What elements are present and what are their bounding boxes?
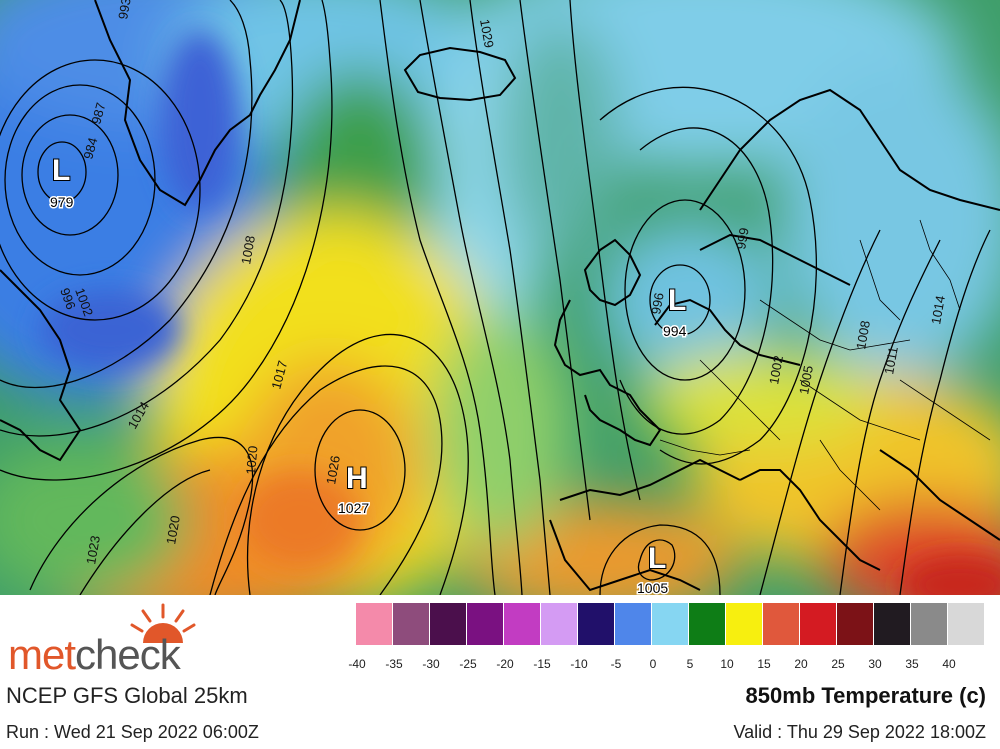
isobar-label: 1020 bbox=[243, 445, 260, 475]
isobar-label: 1029 bbox=[477, 18, 497, 49]
valid-time: Valid : Thu 29 Sep 2022 18:00Z bbox=[733, 722, 986, 742]
isobar-label: 1008 bbox=[238, 234, 258, 265]
pressure-system-symbol: L bbox=[648, 542, 666, 575]
legend-tick-label: -10 bbox=[570, 657, 588, 671]
coastlines bbox=[0, 0, 1000, 592]
pressure-system-value: 979 bbox=[50, 194, 74, 210]
isobar-label: 1026 bbox=[323, 454, 343, 485]
isobar-label: 1002 bbox=[766, 354, 786, 385]
brand-logo: metcheck bbox=[8, 631, 181, 679]
isobar-label: 1014 bbox=[928, 294, 948, 325]
temperature-legend bbox=[356, 603, 985, 645]
isobar-label: 996 bbox=[648, 292, 667, 316]
isobar-label: 1023 bbox=[83, 534, 103, 565]
legend-swatch bbox=[948, 603, 985, 645]
footer: metcheck -40 -35 -30 -25 -20 -15 -10 -5 0 5 10 15 20… bbox=[0, 595, 1000, 749]
country-borders bbox=[659, 219, 991, 511]
isobar-label: 1005 bbox=[796, 364, 816, 395]
legend-tick-label: -20 bbox=[496, 657, 514, 671]
legend-tick-label: 20 bbox=[794, 657, 808, 671]
legend-tick-label: 15 bbox=[757, 657, 771, 671]
legend-tick-label: -5 bbox=[610, 657, 622, 671]
legend-tick-label: 40 bbox=[942, 657, 956, 671]
parameter-title: 850mb Temperature (c) bbox=[745, 683, 986, 708]
pressure-systems: L 979 L 994 H 1027 L 1005 bbox=[49, 153, 689, 595]
legend-swatch bbox=[393, 603, 430, 645]
weather-map: 993 984 987 996 1002 1008 1014 1017 1020… bbox=[0, 0, 1000, 595]
isobar-label: 987 bbox=[88, 101, 108, 126]
legend-tick-label: 10 bbox=[720, 657, 734, 671]
pressure-system-symbol: L bbox=[668, 284, 686, 317]
legend-swatch bbox=[837, 603, 874, 645]
pressure-system-value: 994 bbox=[663, 323, 687, 339]
legend-tick-label: -30 bbox=[422, 657, 440, 671]
pressure-system-symbol: L bbox=[52, 154, 70, 187]
legend-swatch bbox=[430, 603, 467, 645]
legend-tick-label: -40 bbox=[348, 657, 366, 671]
legend-tick-label: -35 bbox=[385, 657, 403, 671]
legend-tick-label: -25 bbox=[459, 657, 477, 671]
legend-swatch bbox=[467, 603, 504, 645]
run-time: Run : Wed 21 Sep 2022 06:00Z bbox=[6, 722, 259, 742]
temperature-legend-labels: -40 -35 -30 -25 -20 -15 -10 -5 0 5 10 15 20 25 30 35 40 bbox=[338, 657, 998, 673]
brand-part-check: check bbox=[75, 631, 181, 678]
isobar-label: 1020 bbox=[163, 514, 183, 545]
pressure-system-value: 1027 bbox=[338, 500, 369, 516]
pressure-system-symbol: H bbox=[346, 462, 368, 495]
legend-tick-label: -15 bbox=[533, 657, 551, 671]
legend-swatch bbox=[356, 603, 393, 645]
legend-swatch bbox=[541, 603, 578, 645]
legend-tick-label: 25 bbox=[831, 657, 845, 671]
model-name: NCEP GFS Global 25km bbox=[6, 683, 248, 708]
legend-tick-label: 0 bbox=[649, 657, 657, 671]
legend-tick-label: 35 bbox=[905, 657, 919, 671]
brand-part-met: met bbox=[8, 631, 76, 678]
legend-swatch bbox=[615, 603, 652, 645]
sun-logo-icon bbox=[130, 603, 196, 643]
legend-swatch bbox=[726, 603, 763, 645]
isobar-label: 1011 bbox=[881, 345, 901, 375]
temperature-field bbox=[0, 0, 1000, 595]
legend-tick-label: 5 bbox=[686, 657, 694, 671]
isobar-label: 984 bbox=[80, 136, 100, 161]
isobar-label: 996 bbox=[57, 286, 79, 312]
legend-swatch bbox=[689, 603, 726, 645]
legend-swatch bbox=[911, 603, 948, 645]
isobar-label: 999 bbox=[733, 227, 752, 251]
legend-swatch bbox=[578, 603, 615, 645]
pressure-system-value: 1005 bbox=[637, 580, 668, 595]
isobar-label: 1017 bbox=[268, 359, 290, 391]
legend-swatch bbox=[504, 603, 541, 645]
legend-swatch bbox=[652, 603, 689, 645]
legend-swatch bbox=[763, 603, 800, 645]
legend-tick-label: 30 bbox=[868, 657, 882, 671]
isobars bbox=[0, 0, 991, 595]
isobar-label: 993 bbox=[115, 0, 134, 21]
isobar-label: 1008 bbox=[853, 319, 873, 350]
legend-swatch bbox=[800, 603, 837, 645]
legend-swatch bbox=[874, 603, 911, 645]
